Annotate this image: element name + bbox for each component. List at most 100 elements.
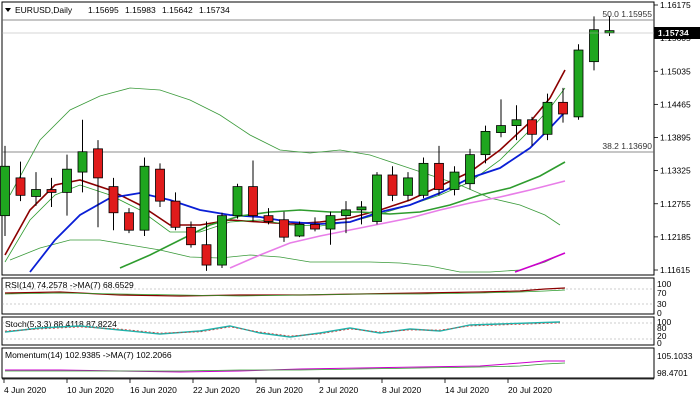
candle (279, 211, 289, 242)
candle (248, 160, 258, 222)
candle-body-bear (155, 168, 165, 202)
candle (201, 221, 212, 271)
candle (46, 177, 57, 207)
candle-body-bull (0, 165, 10, 217)
date-tick-label: 14 Jul 2020 (445, 385, 489, 395)
close-value: 1.15734 (199, 5, 230, 15)
candle-body-bear (387, 174, 398, 196)
stoch-label: Stoch(5,3,3) 88.4118 87.8224 (5, 319, 117, 329)
collapse-arrow-icon[interactable] (5, 8, 11, 12)
candles (0, 16, 615, 271)
candle (108, 177, 119, 231)
stoch-tick-20: 20 (657, 331, 667, 341)
candle-body-bear (46, 189, 57, 193)
candle-body-bear (527, 119, 537, 135)
date-tick-label: 8 Jul 2020 (382, 385, 421, 395)
date-tick-label: 20 Jul 2020 (508, 385, 552, 395)
current-price-label: 1.15734 (658, 28, 689, 38)
price-tick-label: 1.15605 (660, 33, 691, 43)
bollinger-lower-line (9, 239, 561, 273)
candle (434, 145, 444, 196)
stoch-tick-100: 100 (657, 317, 671, 327)
candle-body-bear (248, 186, 258, 217)
momentum-label: Momentum(14) 102.9385 ->MA(7) 102.2066 (5, 350, 172, 360)
rsi-tick-70: 70 (657, 288, 667, 298)
candle-body-bear (201, 244, 212, 266)
candle (0, 145, 10, 237)
date-tick-label: 22 Jun 2020 (193, 385, 240, 395)
candle (155, 163, 165, 207)
candle (511, 105, 522, 141)
candle (310, 217, 320, 232)
price-axis: 1.16175 1.15605 1.15035 1.14465 1.13895 1.133… (654, 0, 691, 275)
ma-dark-red-line (4, 69, 566, 256)
fib-level-50-label: 50.0 1.15955 (602, 9, 652, 19)
price-tick-label: 1.12755 (660, 199, 691, 209)
stoch-panel: Stoch(5,3,3) 88.4118 87.8224 100 80 20 0 (2, 317, 671, 348)
momentum-ma-line (5, 362, 566, 372)
candle-body-bull (325, 215, 336, 230)
candle-body-bull (372, 174, 382, 222)
candle-body-bull (217, 215, 227, 266)
bollinger-upper-line (9, 87, 561, 226)
price-tick-label: 1.13325 (660, 166, 691, 176)
price-tick-label: 1.11615 (660, 265, 690, 275)
candle (387, 166, 398, 202)
candle-body-bull (604, 30, 615, 34)
candle (480, 125, 491, 164)
price-tick-label: 1.14465 (660, 99, 691, 109)
candle (77, 119, 88, 193)
date-tick-label: 4 Jun 2020 (4, 385, 46, 395)
candle (325, 211, 336, 245)
low-value: 1.15642 (162, 5, 193, 15)
fib-level-38-label: 38.2 1.13690 (602, 141, 652, 151)
ma-thin-green-line (4, 87, 566, 263)
open-value: 1.15695 (88, 5, 119, 15)
candle-body-bull (356, 206, 367, 211)
candle (186, 221, 196, 248)
main-panel-frame (1, 1, 655, 276)
candle-body-bull (77, 151, 88, 173)
date-axis: 4 Jun 2020 10 Jun 2020 16 Jun 2020 22 Jun 2… (2, 378, 654, 395)
candle-body-bull (62, 168, 72, 193)
high-value: 1.15983 (125, 5, 156, 15)
candle-body-bull (139, 165, 150, 231)
candle-body-bear (263, 215, 274, 222)
price-tick-label: 1.12185 (660, 232, 691, 242)
candle (341, 201, 351, 234)
rsi-tick-30: 30 (657, 299, 667, 309)
symbol-label: EURUSD,Daily (15, 5, 73, 15)
candle-body-bull (465, 154, 475, 185)
candle-body-bear (15, 177, 26, 196)
candle-body-bull (341, 209, 351, 217)
candle (15, 161, 26, 202)
candle-body-bear (434, 162, 444, 190)
candle (465, 148, 475, 190)
stoch-tick-80: 80 (657, 323, 667, 333)
date-tick-label: 10 Jun 2020 (67, 385, 114, 395)
candle-body-bull (403, 177, 413, 196)
candle (356, 201, 367, 225)
candle-body-bull (232, 186, 243, 217)
candle (232, 183, 243, 219)
candle (372, 172, 382, 225)
momentum-tick-high: 105.1033 (657, 351, 693, 361)
candle (217, 212, 227, 268)
candle-body-bull (511, 119, 522, 126)
stoch-signal-line (4, 322, 561, 337)
candle (139, 157, 150, 237)
rsi-panel: RSI(14) 74.2578 ->MA(7) 68.6529 100 70 3… (2, 279, 671, 318)
candle (418, 157, 429, 199)
candle-body-bear (310, 223, 320, 230)
candle-body-bull (496, 125, 506, 133)
candle (31, 172, 41, 206)
candle-body-bear (186, 226, 196, 246)
date-tick-label: 2 Jul 2020 (319, 385, 358, 395)
candle (496, 99, 506, 138)
candle-body-bear (108, 186, 119, 214)
candle-body-bull (589, 29, 599, 63)
candle-body-bear (558, 101, 568, 115)
candle-body-bull (573, 49, 584, 118)
rsi-tick-100: 100 (657, 279, 671, 289)
